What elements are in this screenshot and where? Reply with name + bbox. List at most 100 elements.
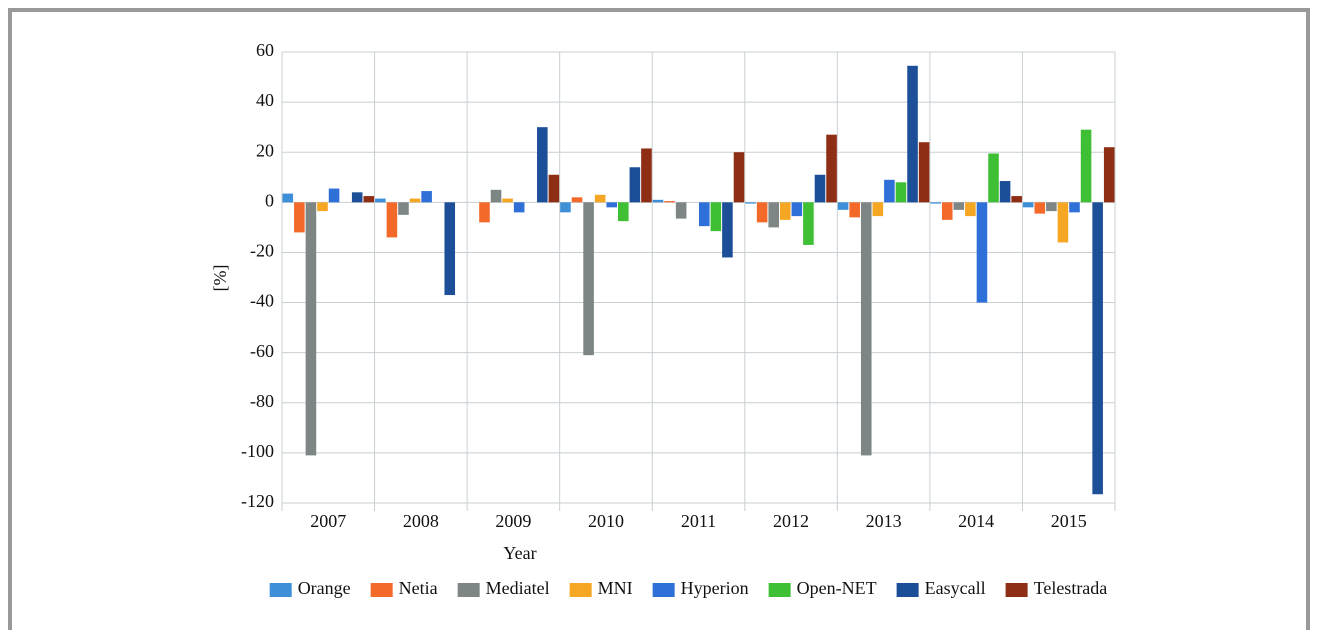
- bar: [884, 179, 895, 203]
- bar: [351, 192, 363, 203]
- bar: [479, 202, 490, 223]
- bar: [537, 127, 548, 203]
- legend-swatch: [1005, 583, 1028, 597]
- bar: [722, 202, 733, 258]
- bar: [641, 148, 652, 203]
- y-tick-label: 40: [256, 90, 274, 110]
- bar: [1046, 202, 1057, 212]
- bar: [999, 181, 1011, 203]
- y-axis-label: [%]: [210, 265, 230, 292]
- bar: [826, 134, 837, 203]
- y-tick-label: -80: [250, 391, 274, 411]
- bar: [583, 202, 594, 356]
- x-tick-label: 2013: [866, 511, 902, 531]
- bar: [930, 202, 941, 204]
- bar: [803, 202, 814, 245]
- legend-label: Orange: [298, 578, 351, 598]
- bar: [953, 202, 965, 210]
- y-tick-label: 0: [265, 190, 274, 210]
- bar: [1069, 202, 1080, 213]
- bar: [317, 202, 328, 212]
- bar: [548, 174, 560, 203]
- bar: [490, 189, 502, 203]
- bar: [606, 202, 618, 208]
- bar: [513, 202, 525, 213]
- legend-swatch: [652, 583, 675, 597]
- bar: [1057, 202, 1069, 243]
- bar: [1080, 129, 1092, 203]
- bar: [872, 202, 884, 217]
- y-tick-label: -60: [250, 341, 274, 361]
- y-tick-label: 20: [256, 140, 274, 160]
- y-tick-label: 60: [256, 40, 274, 60]
- bar: [560, 202, 571, 213]
- bar: [1011, 196, 1022, 203]
- bar: [421, 191, 432, 203]
- bar: [860, 202, 872, 456]
- legend-label: Open-NET: [797, 578, 877, 598]
- bar: [444, 202, 456, 296]
- x-tick-label: 2010: [588, 511, 624, 531]
- y-tick-label: -100: [241, 441, 274, 461]
- legend-swatch: [768, 583, 791, 597]
- x-tick-label: 2009: [495, 511, 531, 531]
- x-tick-label: 2011: [681, 511, 716, 531]
- bar: [502, 198, 513, 203]
- bar: [386, 202, 398, 238]
- legend-swatch: [569, 583, 592, 597]
- bar: [699, 202, 710, 227]
- x-tick-label: 2012: [773, 511, 809, 531]
- bar: [791, 202, 803, 217]
- x-tick-label: 2014: [958, 511, 994, 531]
- bar: [745, 202, 756, 204]
- legend-label: MNI: [598, 578, 633, 598]
- bar: [618, 202, 629, 222]
- bar: [571, 197, 583, 203]
- legend-swatch: [269, 583, 292, 597]
- bar: [675, 202, 687, 219]
- bar: [305, 202, 317, 456]
- legend-label: Easycall: [925, 578, 986, 598]
- bar: [652, 199, 664, 203]
- bar: [710, 202, 722, 232]
- legend-label: Mediatel: [486, 578, 550, 598]
- bar: [918, 142, 930, 203]
- bar: [294, 202, 305, 233]
- bar: [988, 153, 999, 203]
- bar: [907, 65, 918, 203]
- bar: [1034, 202, 1046, 214]
- bar: [629, 167, 641, 203]
- bar: [941, 202, 953, 220]
- bar: [756, 202, 768, 223]
- bar: [363, 196, 375, 203]
- bar: [779, 202, 791, 220]
- x-axis-label: Year: [503, 543, 536, 563]
- y-tick-label: -120: [241, 491, 274, 511]
- legend-swatch: [457, 583, 480, 597]
- y-tick-label: -40: [250, 291, 274, 311]
- bar: [375, 198, 386, 203]
- bar: [1103, 147, 1115, 203]
- bar: [398, 202, 409, 215]
- bar: [976, 202, 988, 303]
- bar: [814, 174, 826, 203]
- bar: [664, 201, 675, 203]
- legend-label: Telestrada: [1034, 578, 1108, 598]
- bar: [733, 152, 745, 203]
- legend-label: Netia: [399, 578, 438, 598]
- bar: [282, 193, 294, 203]
- bar: [837, 202, 849, 210]
- bar: [1022, 202, 1034, 208]
- bar: [768, 202, 779, 228]
- x-tick-label: 2015: [1051, 511, 1087, 531]
- frame: [8, 8, 1310, 635]
- legend-swatch: [370, 583, 393, 597]
- bar: [328, 188, 340, 203]
- bar: [965, 202, 976, 217]
- x-tick-label: 2007: [310, 511, 346, 531]
- legend-label: Hyperion: [681, 578, 749, 598]
- y-tick-label: -20: [250, 241, 274, 261]
- bar: [895, 182, 907, 203]
- x-tick-label: 2008: [403, 511, 439, 531]
